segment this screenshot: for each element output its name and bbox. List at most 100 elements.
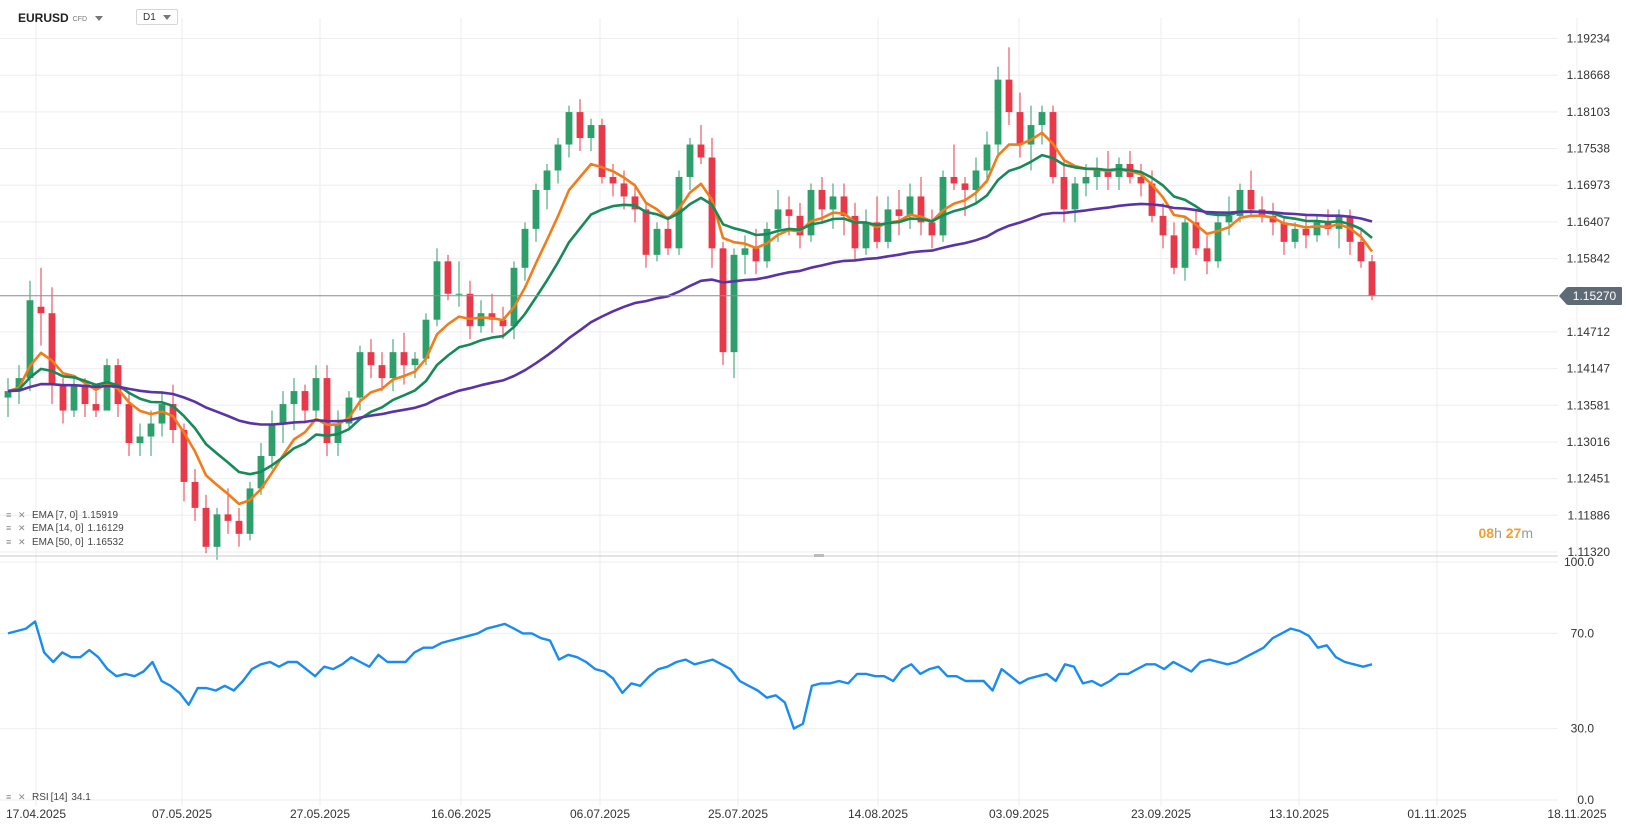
timeframe-selector[interactable]: D1 bbox=[136, 9, 178, 25]
candle bbox=[1236, 183, 1244, 223]
rsi-pane bbox=[7, 620, 1373, 730]
ema-7-line bbox=[7, 131, 1374, 506]
candle-body bbox=[202, 507, 210, 547]
candle-body bbox=[664, 228, 672, 249]
close-icon[interactable]: ✕ bbox=[18, 537, 26, 547]
candle-body bbox=[389, 352, 397, 379]
candle-body bbox=[730, 254, 738, 353]
candle bbox=[642, 202, 650, 268]
date-axis-label: 27.05.2025 bbox=[290, 807, 350, 821]
candle bbox=[323, 365, 331, 456]
timeframe-dropdown-icon[interactable] bbox=[163, 15, 171, 20]
candle-body bbox=[279, 404, 287, 424]
candle-body bbox=[1027, 125, 1035, 145]
candle-body bbox=[851, 215, 859, 249]
symbol-dropdown-icon[interactable] bbox=[95, 15, 104, 21]
close-icon[interactable]: ✕ bbox=[18, 523, 26, 533]
candle bbox=[928, 209, 936, 249]
price-axis-label: 1.19234 bbox=[1567, 32, 1611, 46]
countdown-minutes-unit: m bbox=[1521, 525, 1533, 541]
candle-body bbox=[510, 267, 518, 327]
candle-body bbox=[378, 365, 386, 379]
close-icon[interactable]: ✕ bbox=[18, 510, 26, 520]
candle-body bbox=[466, 293, 474, 327]
candle-body bbox=[422, 319, 430, 359]
candle-body bbox=[323, 378, 331, 443]
candle bbox=[653, 222, 661, 262]
settings-icon[interactable]: ≡ bbox=[6, 537, 12, 547]
price-axis-label: 1.16407 bbox=[1567, 215, 1611, 229]
date-axis-label: 01.11.2025 bbox=[1407, 807, 1466, 821]
candle-body bbox=[554, 144, 562, 171]
candle bbox=[213, 507, 221, 560]
candle bbox=[807, 183, 815, 242]
candle-body bbox=[1280, 222, 1288, 242]
pane-resize-handle[interactable] bbox=[814, 554, 824, 557]
candle-body bbox=[741, 248, 749, 255]
candle-body bbox=[1269, 215, 1277, 223]
candle-body bbox=[1192, 222, 1200, 249]
legend-indicator-params: [50, 0] bbox=[55, 537, 84, 548]
candle bbox=[543, 163, 551, 210]
candle bbox=[312, 365, 320, 418]
candle-body bbox=[455, 293, 463, 295]
candle-body bbox=[598, 125, 606, 177]
candle-body bbox=[246, 488, 254, 534]
candle-body bbox=[1357, 241, 1365, 262]
price-axis-label: 1.13016 bbox=[1567, 435, 1611, 449]
candle bbox=[631, 183, 639, 223]
candle-body bbox=[928, 222, 936, 236]
settings-icon[interactable]: ≡ bbox=[6, 523, 12, 533]
candle bbox=[1093, 157, 1101, 190]
date-axis-label: 07.05.2025 bbox=[152, 807, 212, 821]
candle bbox=[587, 118, 595, 152]
candle-body bbox=[631, 196, 639, 210]
date-axis-label: 18.11.2025 bbox=[1547, 807, 1606, 821]
candle-body bbox=[345, 397, 353, 424]
legend-ema-7[interactable]: ≡ ✕ EMA [7, 0] 1.15919 bbox=[6, 509, 118, 522]
candle bbox=[686, 138, 694, 190]
grid-layer bbox=[0, 18, 1578, 806]
legend-indicator-params: [7, 0] bbox=[55, 510, 78, 521]
candle-body bbox=[1137, 176, 1145, 184]
legend-ema-50[interactable]: ≡ ✕ EMA [50, 0] 1.16532 bbox=[6, 536, 124, 549]
candle-body bbox=[48, 313, 56, 385]
candle-body bbox=[1148, 183, 1156, 216]
candle-body bbox=[477, 313, 485, 327]
candle-body bbox=[895, 209, 903, 216]
legend-ema-14[interactable]: ≡ ✕ EMA [14, 0] 1.16129 bbox=[6, 522, 124, 535]
close-icon[interactable]: ✕ bbox=[18, 792, 26, 802]
candle bbox=[411, 352, 419, 379]
candle bbox=[26, 280, 34, 392]
candle bbox=[1137, 163, 1145, 197]
candle bbox=[1258, 196, 1266, 223]
candle-body bbox=[994, 79, 1002, 145]
date-axis-label: 16.06.2025 bbox=[431, 807, 491, 821]
legend-indicator-name: EMA bbox=[32, 510, 54, 521]
candle bbox=[521, 222, 529, 281]
legend-indicator-params: [14] bbox=[50, 792, 68, 803]
candle bbox=[389, 339, 397, 392]
date-axis-label: 03.09.2025 bbox=[989, 807, 1049, 821]
price-axis[interactable]: 1.19234 1.18668 1.18103 1.17538 1.16973 1.164… bbox=[1564, 32, 1610, 807]
candle-body bbox=[499, 319, 507, 327]
candle bbox=[92, 391, 100, 418]
candle-body bbox=[521, 228, 529, 268]
candle-body bbox=[301, 391, 309, 411]
date-axis-label: 17.04.2025 bbox=[6, 807, 66, 821]
candle-countdown: 08h 27m bbox=[1478, 525, 1533, 541]
symbol-selector[interactable]: EURUSD CFD bbox=[18, 8, 104, 28]
settings-icon[interactable]: ≡ bbox=[6, 510, 12, 520]
candle-body bbox=[829, 196, 837, 210]
candle bbox=[268, 410, 276, 469]
candle-body bbox=[642, 209, 650, 255]
legend-rsi[interactable]: ≡ ✕ RSI [14] 34.1 bbox=[6, 791, 91, 804]
candle bbox=[950, 144, 958, 190]
date-axis[interactable]: 17.04.2025 07.05.2025 27.05.2025 16.06.2025… bbox=[6, 807, 1607, 821]
candle bbox=[1071, 176, 1079, 223]
candle bbox=[1038, 105, 1046, 145]
date-axis-label: 06.07.2025 bbox=[570, 807, 630, 821]
candle bbox=[829, 183, 837, 229]
settings-icon[interactable]: ≡ bbox=[6, 792, 12, 802]
candle-body bbox=[719, 248, 727, 353]
